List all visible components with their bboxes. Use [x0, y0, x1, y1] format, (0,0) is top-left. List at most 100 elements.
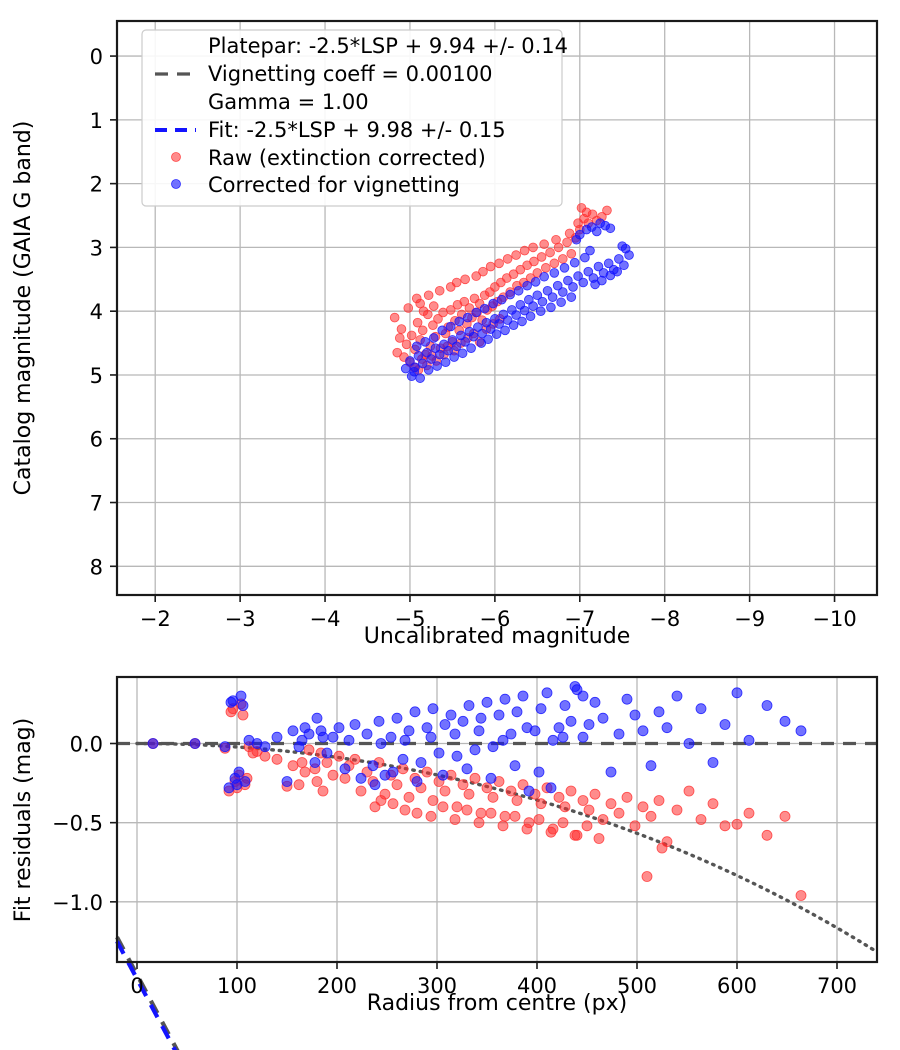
data-point	[719, 820, 731, 832]
legend-label-corrected: Corrected for vignetting	[208, 173, 460, 197]
tick-label-x: 100	[217, 974, 257, 998]
data-point	[629, 820, 641, 832]
data-point	[487, 741, 499, 753]
data-point	[443, 345, 453, 356]
data-point	[539, 239, 549, 250]
tick-label-y: 0.0	[70, 733, 103, 757]
data-point	[433, 747, 445, 759]
data-point	[559, 263, 570, 273]
data-point	[411, 293, 422, 304]
data-point	[761, 700, 773, 711]
data-point	[461, 763, 473, 775]
data-point	[731, 687, 743, 699]
tick-label-x: 700	[817, 974, 857, 998]
data-point	[485, 261, 496, 272]
data-point	[537, 296, 548, 307]
data-point	[521, 722, 533, 734]
tick-label-x: −5	[394, 607, 425, 631]
tick-label-x: 300	[417, 974, 457, 998]
data-point	[586, 222, 597, 232]
data-point	[485, 772, 497, 784]
data-point	[488, 298, 498, 309]
data-point	[449, 728, 461, 740]
data-point	[511, 706, 523, 718]
data-point	[469, 772, 481, 784]
data-point	[397, 753, 409, 765]
data-point	[437, 801, 449, 813]
data-point	[493, 709, 505, 721]
tick-label-x: −7	[564, 607, 595, 631]
data-point	[487, 791, 499, 803]
data-point	[421, 766, 433, 778]
data-point	[502, 254, 513, 264]
data-point	[457, 715, 469, 727]
data-point	[457, 779, 469, 791]
data-point	[573, 218, 583, 228]
data-point	[795, 890, 807, 901]
data-point	[439, 785, 451, 797]
data-point	[731, 818, 743, 830]
data-point	[496, 294, 507, 305]
data-point	[361, 728, 373, 740]
bottom-plot-x-axis-label: Radius from centre (px)	[367, 991, 627, 1016]
data-point	[583, 804, 595, 816]
data-point	[225, 696, 237, 708]
legend-label-raw: Raw (extinction corrected)	[208, 146, 486, 170]
data-point	[451, 801, 463, 813]
data-point	[571, 234, 582, 245]
data-point	[237, 700, 249, 711]
data-point	[481, 696, 493, 708]
data-point	[577, 731, 589, 743]
data-point	[605, 798, 617, 810]
data-point	[569, 257, 580, 268]
data-point	[235, 690, 247, 702]
data-point	[433, 314, 443, 324]
data-point	[445, 321, 456, 332]
data-point	[389, 312, 400, 323]
data-point	[556, 297, 566, 308]
data-point	[515, 264, 526, 275]
data-point	[427, 703, 439, 715]
data-point	[779, 715, 791, 727]
data-point	[536, 252, 547, 262]
data-point	[333, 750, 345, 762]
data-point	[411, 776, 423, 787]
data-point	[406, 330, 417, 341]
data-point	[463, 788, 475, 800]
data-point	[547, 292, 558, 302]
data-point	[779, 810, 791, 822]
data-point	[497, 734, 509, 746]
data-point	[411, 807, 423, 819]
data-point	[375, 795, 387, 806]
data-point	[535, 798, 547, 810]
data-point	[532, 290, 543, 301]
data-point	[580, 252, 590, 263]
data-point	[549, 258, 560, 269]
data-point	[661, 722, 673, 734]
data-point	[505, 728, 517, 740]
legend-box	[141, 29, 563, 207]
data-point	[597, 712, 609, 724]
tick-label-x: 600	[717, 974, 757, 998]
data-point	[271, 753, 283, 765]
data-point	[392, 347, 403, 358]
tick-label-y: 2	[90, 173, 103, 197]
data-point	[619, 260, 629, 271]
data-point	[569, 681, 581, 692]
data-point	[421, 722, 433, 734]
data-point	[523, 785, 535, 797]
data-point	[573, 271, 583, 281]
top-plot-y-axis-label: Catalog magnitude (GAIA G band)	[11, 121, 36, 496]
data-point	[563, 275, 573, 286]
data-point	[583, 719, 595, 730]
data-point	[427, 795, 439, 806]
data-point	[451, 277, 462, 288]
data-point	[445, 709, 457, 721]
data-point	[519, 305, 530, 316]
data-point	[522, 280, 532, 291]
data-point	[546, 302, 556, 313]
tick-label-y: −1.0	[52, 891, 103, 915]
data-point	[505, 785, 517, 797]
data-point	[293, 779, 305, 791]
data-point	[259, 741, 271, 753]
